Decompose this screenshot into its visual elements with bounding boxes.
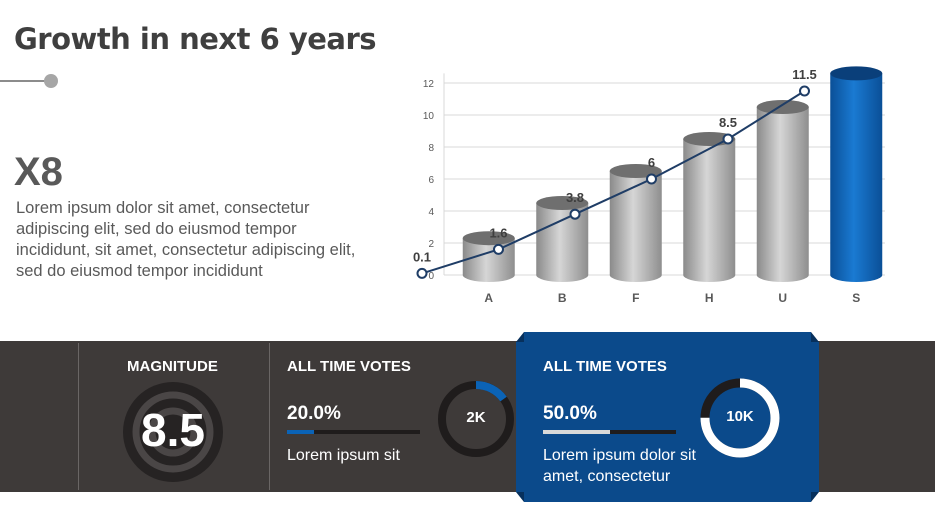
x-tick-label: S <box>852 291 860 305</box>
line-point <box>569 208 581 220</box>
magnitude-value: 8.5 <box>141 404 205 456</box>
ring-arc <box>438 381 514 457</box>
y-tick-label: 2 <box>428 239 434 250</box>
band-divider <box>269 343 270 490</box>
votes-label: ALL TIME VOTES <box>543 358 667 375</box>
line-point <box>493 243 504 255</box>
votes-ring-value: 10K <box>726 408 754 425</box>
y-tick-label: 4 <box>428 207 434 218</box>
y-tick-label: 12 <box>423 79 435 90</box>
x-tick-label: H <box>705 291 714 305</box>
data-label: 3.8 <box>566 190 584 205</box>
votes-label: ALL TIME VOTES <box>287 358 411 375</box>
x-tick-label: U <box>778 291 787 305</box>
highlight-panel <box>516 332 819 502</box>
votes-caption: Lorem ipsum dolor sit amet, consectetur <box>543 447 696 485</box>
votes-progress-bar <box>543 430 676 434</box>
votes-progress-fill <box>287 430 314 434</box>
decorative-dot <box>44 74 58 88</box>
data-label: 1.6 <box>489 225 507 240</box>
description-text: Lorem ipsum dolor sit amet, consectetur … <box>16 199 356 280</box>
headline-value: X8 <box>14 150 63 194</box>
votes-ring-chart <box>700 378 780 458</box>
data-label: 6 <box>648 155 655 170</box>
y-tick-label: 8 <box>428 143 434 154</box>
ring-arc <box>700 378 780 458</box>
bar <box>830 66 883 283</box>
data-label: 0.1 <box>413 249 431 264</box>
votes-percent: 50.0% <box>543 403 597 424</box>
growth-chart: 0 2 4 6 8 10 12 A B F H U S 0.1 1.6 3.8 6 8.5 11.5 <box>413 66 885 305</box>
votes-ring-value: 2K <box>466 409 486 426</box>
votes-caption: Lorem ipsum sit <box>287 447 400 464</box>
bar <box>536 196 589 282</box>
bar <box>683 132 736 282</box>
magnitude-label: MAGNITUDE <box>127 358 218 375</box>
line-series <box>421 90 806 275</box>
y-tick-label: 0 <box>428 271 434 282</box>
x-tick-label: F <box>632 291 639 305</box>
votes-progress-bar <box>287 430 420 434</box>
page-title: Growth in next 6 years <box>14 22 377 56</box>
line-point <box>646 173 657 185</box>
decorative-line <box>0 80 46 82</box>
band-divider <box>78 343 79 490</box>
votes-ring-chart <box>438 381 514 457</box>
line-point <box>799 85 810 97</box>
x-tick-label: B <box>558 291 567 305</box>
magnitude-target-icon <box>123 382 223 482</box>
votes-percent: 20.0% <box>287 403 341 424</box>
line-point <box>416 267 428 279</box>
bar <box>756 100 809 282</box>
data-label: 11.5 <box>792 67 817 82</box>
y-tick-label: 10 <box>423 111 435 122</box>
x-tick-label: A <box>484 291 493 305</box>
line-point <box>722 133 734 145</box>
data-label: 8.5 <box>719 115 737 130</box>
y-tick-label: 6 <box>428 175 434 186</box>
votes-progress-fill <box>543 430 610 434</box>
